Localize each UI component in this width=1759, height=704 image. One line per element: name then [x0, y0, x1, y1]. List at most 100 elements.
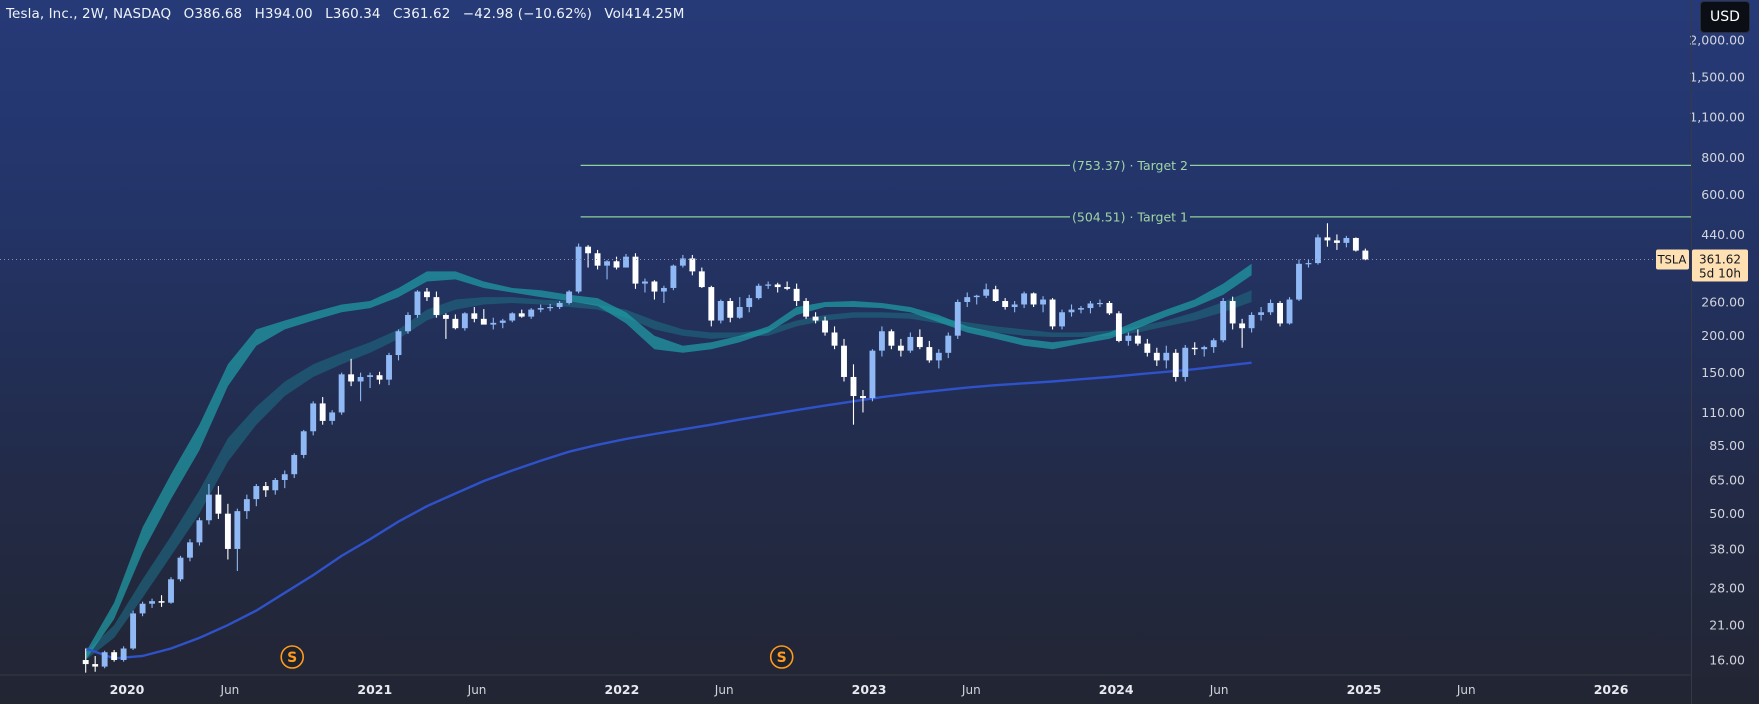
candle: [480, 309, 487, 325]
candle: [243, 494, 250, 519]
candle: [1011, 300, 1018, 313]
candle: [954, 299, 961, 339]
candle: [1210, 338, 1217, 353]
candle: [1296, 259, 1302, 301]
last-price-tag: TSLA 361.62 5d 10h: [1656, 249, 1748, 282]
candle: [841, 338, 847, 382]
candle: [300, 429, 307, 459]
price-tick-label: 440.00: [1701, 227, 1745, 242]
candle: [357, 372, 364, 402]
price-tick-label: 1,500.00: [1689, 69, 1745, 84]
candle: [310, 401, 317, 436]
candle: [736, 297, 743, 319]
price-tick-label: 110.00: [1701, 405, 1745, 420]
price-tick-label: 28.00: [1709, 581, 1745, 596]
candle: [774, 282, 781, 293]
candle: [831, 326, 838, 350]
fast-ema-ribbon: [85, 263, 1252, 660]
change-value: −42.98 (−10.62%): [462, 6, 592, 22]
time-tick-label: 2023: [852, 682, 887, 697]
price-tick-label: 38.00: [1709, 541, 1745, 556]
target-lines: (753.37) · Target 2 (504.51) · Target 1: [580, 158, 1691, 224]
symbol-title[interactable]: Tesla, Inc., 2W, NASDAQ: [6, 6, 172, 22]
candle: [367, 372, 374, 389]
candle: [281, 470, 288, 489]
price-tick-label: 1,100.00: [1689, 109, 1745, 124]
candle: [471, 307, 478, 323]
candle: [1040, 296, 1047, 313]
candle: [878, 326, 885, 357]
candle: [765, 281, 772, 289]
candle: [708, 285, 715, 327]
close-value: C361.62: [393, 6, 451, 22]
candle: [689, 254, 696, 276]
candle: [319, 397, 326, 425]
candle: [329, 410, 336, 425]
candle: [1134, 329, 1141, 346]
svg-text:S: S: [287, 650, 297, 666]
candle: [433, 291, 440, 318]
price-axis[interactable]: 2,000.00 1,500.00 1,100.00 800.00 600.00 440.…: [1689, 33, 1745, 668]
candle: [234, 508, 241, 571]
candle: [755, 283, 762, 300]
candle: [632, 253, 639, 289]
price-tick-label: 85.00: [1709, 438, 1745, 453]
candle: [926, 340, 933, 363]
candle: [291, 453, 298, 479]
candle: [1239, 318, 1246, 348]
candle: [992, 285, 999, 302]
candle: [518, 309, 525, 318]
candle: [111, 649, 118, 662]
candle: [376, 371, 383, 385]
time-tick-label: Jun: [961, 683, 981, 697]
candle: [386, 352, 392, 386]
candle: [1078, 305, 1084, 314]
candle: [338, 372, 345, 415]
candle: [1059, 309, 1065, 330]
event-marker[interactable]: S: [280, 645, 305, 669]
candle: [556, 300, 563, 310]
candle: [717, 299, 724, 324]
candle: [1144, 338, 1151, 357]
time-tick-label: Jun: [1456, 683, 1476, 697]
candle: [897, 338, 904, 357]
price-tick-label: 150.00: [1701, 365, 1745, 380]
time-axis[interactable]: 2020 Jun 2021 Jun 2022 Jun 2023 Jun 2024 Jun 2025 J…: [0, 674, 1691, 697]
candle: [945, 332, 952, 359]
candle: [509, 312, 516, 323]
price-tick-label: 2,000.00: [1689, 33, 1745, 48]
candle: [869, 349, 876, 402]
ema-ribbons: [85, 263, 1252, 660]
time-tick-label: 2020: [110, 682, 145, 697]
candle: [1172, 349, 1179, 382]
candle: [1115, 311, 1122, 343]
time-tick-label: 2026: [1594, 682, 1629, 697]
price-axis-divider: [1691, 0, 1692, 704]
high-value: H394.00: [254, 6, 313, 22]
candle: [149, 598, 155, 608]
candle: [537, 304, 544, 313]
candle: [414, 290, 421, 318]
candle: [1201, 345, 1208, 357]
price-tick-label: 800.00: [1701, 150, 1745, 165]
candle: [935, 349, 942, 369]
event-marker[interactable]: S: [769, 645, 794, 669]
time-tick-label: 2024: [1099, 682, 1134, 697]
time-tick-label: Jun: [467, 683, 487, 697]
candle: [158, 595, 165, 607]
candle: [196, 517, 203, 546]
symbol-legend: Tesla, Inc., 2W, NASDAQ O386.68 H394.00 …: [6, 6, 692, 22]
price-tick-label: 21.00: [1709, 618, 1745, 633]
candle: [860, 390, 866, 413]
candle: [1097, 299, 1103, 308]
candle: [101, 650, 108, 669]
candle: [1324, 223, 1331, 247]
candle: [784, 281, 791, 291]
candle: [604, 260, 610, 280]
candle: [594, 249, 601, 270]
currency-button[interactable]: USD: [1700, 1, 1750, 33]
time-tick-label: 2022: [605, 682, 640, 697]
price-tag-countdown: 5d 10h: [1699, 267, 1741, 281]
